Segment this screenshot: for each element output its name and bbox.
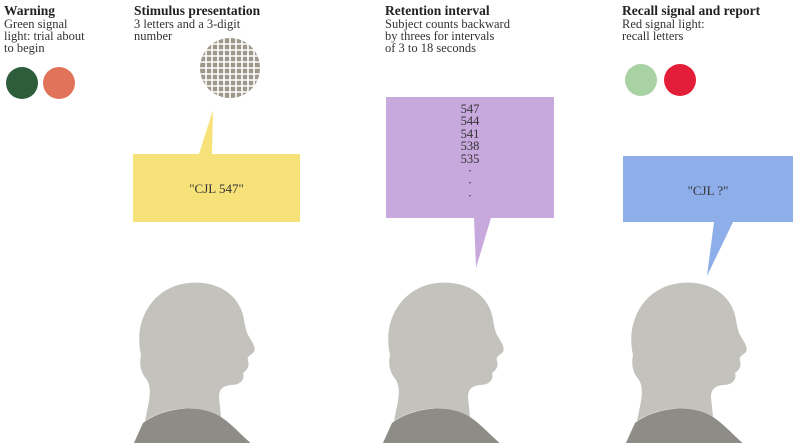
stimulus-bubble-text: "CJL 547" [189,181,244,196]
recall-bubble-text: "CJL ?" [687,183,729,198]
warning-title: Warning [4,3,56,18]
count-ellipsis-dot: · [467,188,473,203]
recall-green-light [625,64,657,96]
count-value: 541 [460,126,480,141]
subject-head-silhouette [382,282,504,443]
warning-red-light [43,67,75,99]
subject-head-silhouette [133,282,255,443]
recall-title: Recall signal and report [622,3,761,18]
count-value: 535 [460,151,480,166]
warning-description: Green signal light: trial about to begin [4,17,85,55]
recall-description: Red signal light: recall letters [622,17,705,43]
retention-count-list: 547 544 541 538 535 · · · [386,102,554,203]
recall-speech-bubble [623,156,793,276]
count-value: 547 [460,102,480,116]
stimulus-description: 3 letters and a 3-digit number [134,17,241,43]
count-value: 544 [460,114,480,129]
count-ellipsis-dot: · [467,164,473,179]
stimulus-title: Stimulus presentation [134,3,261,18]
stimulus-grid-icon [200,38,260,98]
recall-red-light [664,64,696,96]
warning-green-light [6,67,38,99]
retention-speech-bubble [386,97,554,268]
stimulus-speech-bubble [133,110,300,222]
subject-head-silhouette [625,282,747,443]
retention-description: Subject counts backward by threes for in… [385,17,510,55]
count-ellipsis-dot: · [467,176,473,191]
warning-header: Warning Green signal light: trial about … [4,3,85,55]
recall-header: Recall signal and report Red signal ligh… [622,3,761,43]
retention-header: Retention interval Subject counts backwa… [385,3,510,55]
retention-title: Retention interval [385,3,490,18]
stimulus-header: Stimulus presentation 3 letters and a 3-… [134,3,261,43]
count-value: 538 [460,139,480,154]
